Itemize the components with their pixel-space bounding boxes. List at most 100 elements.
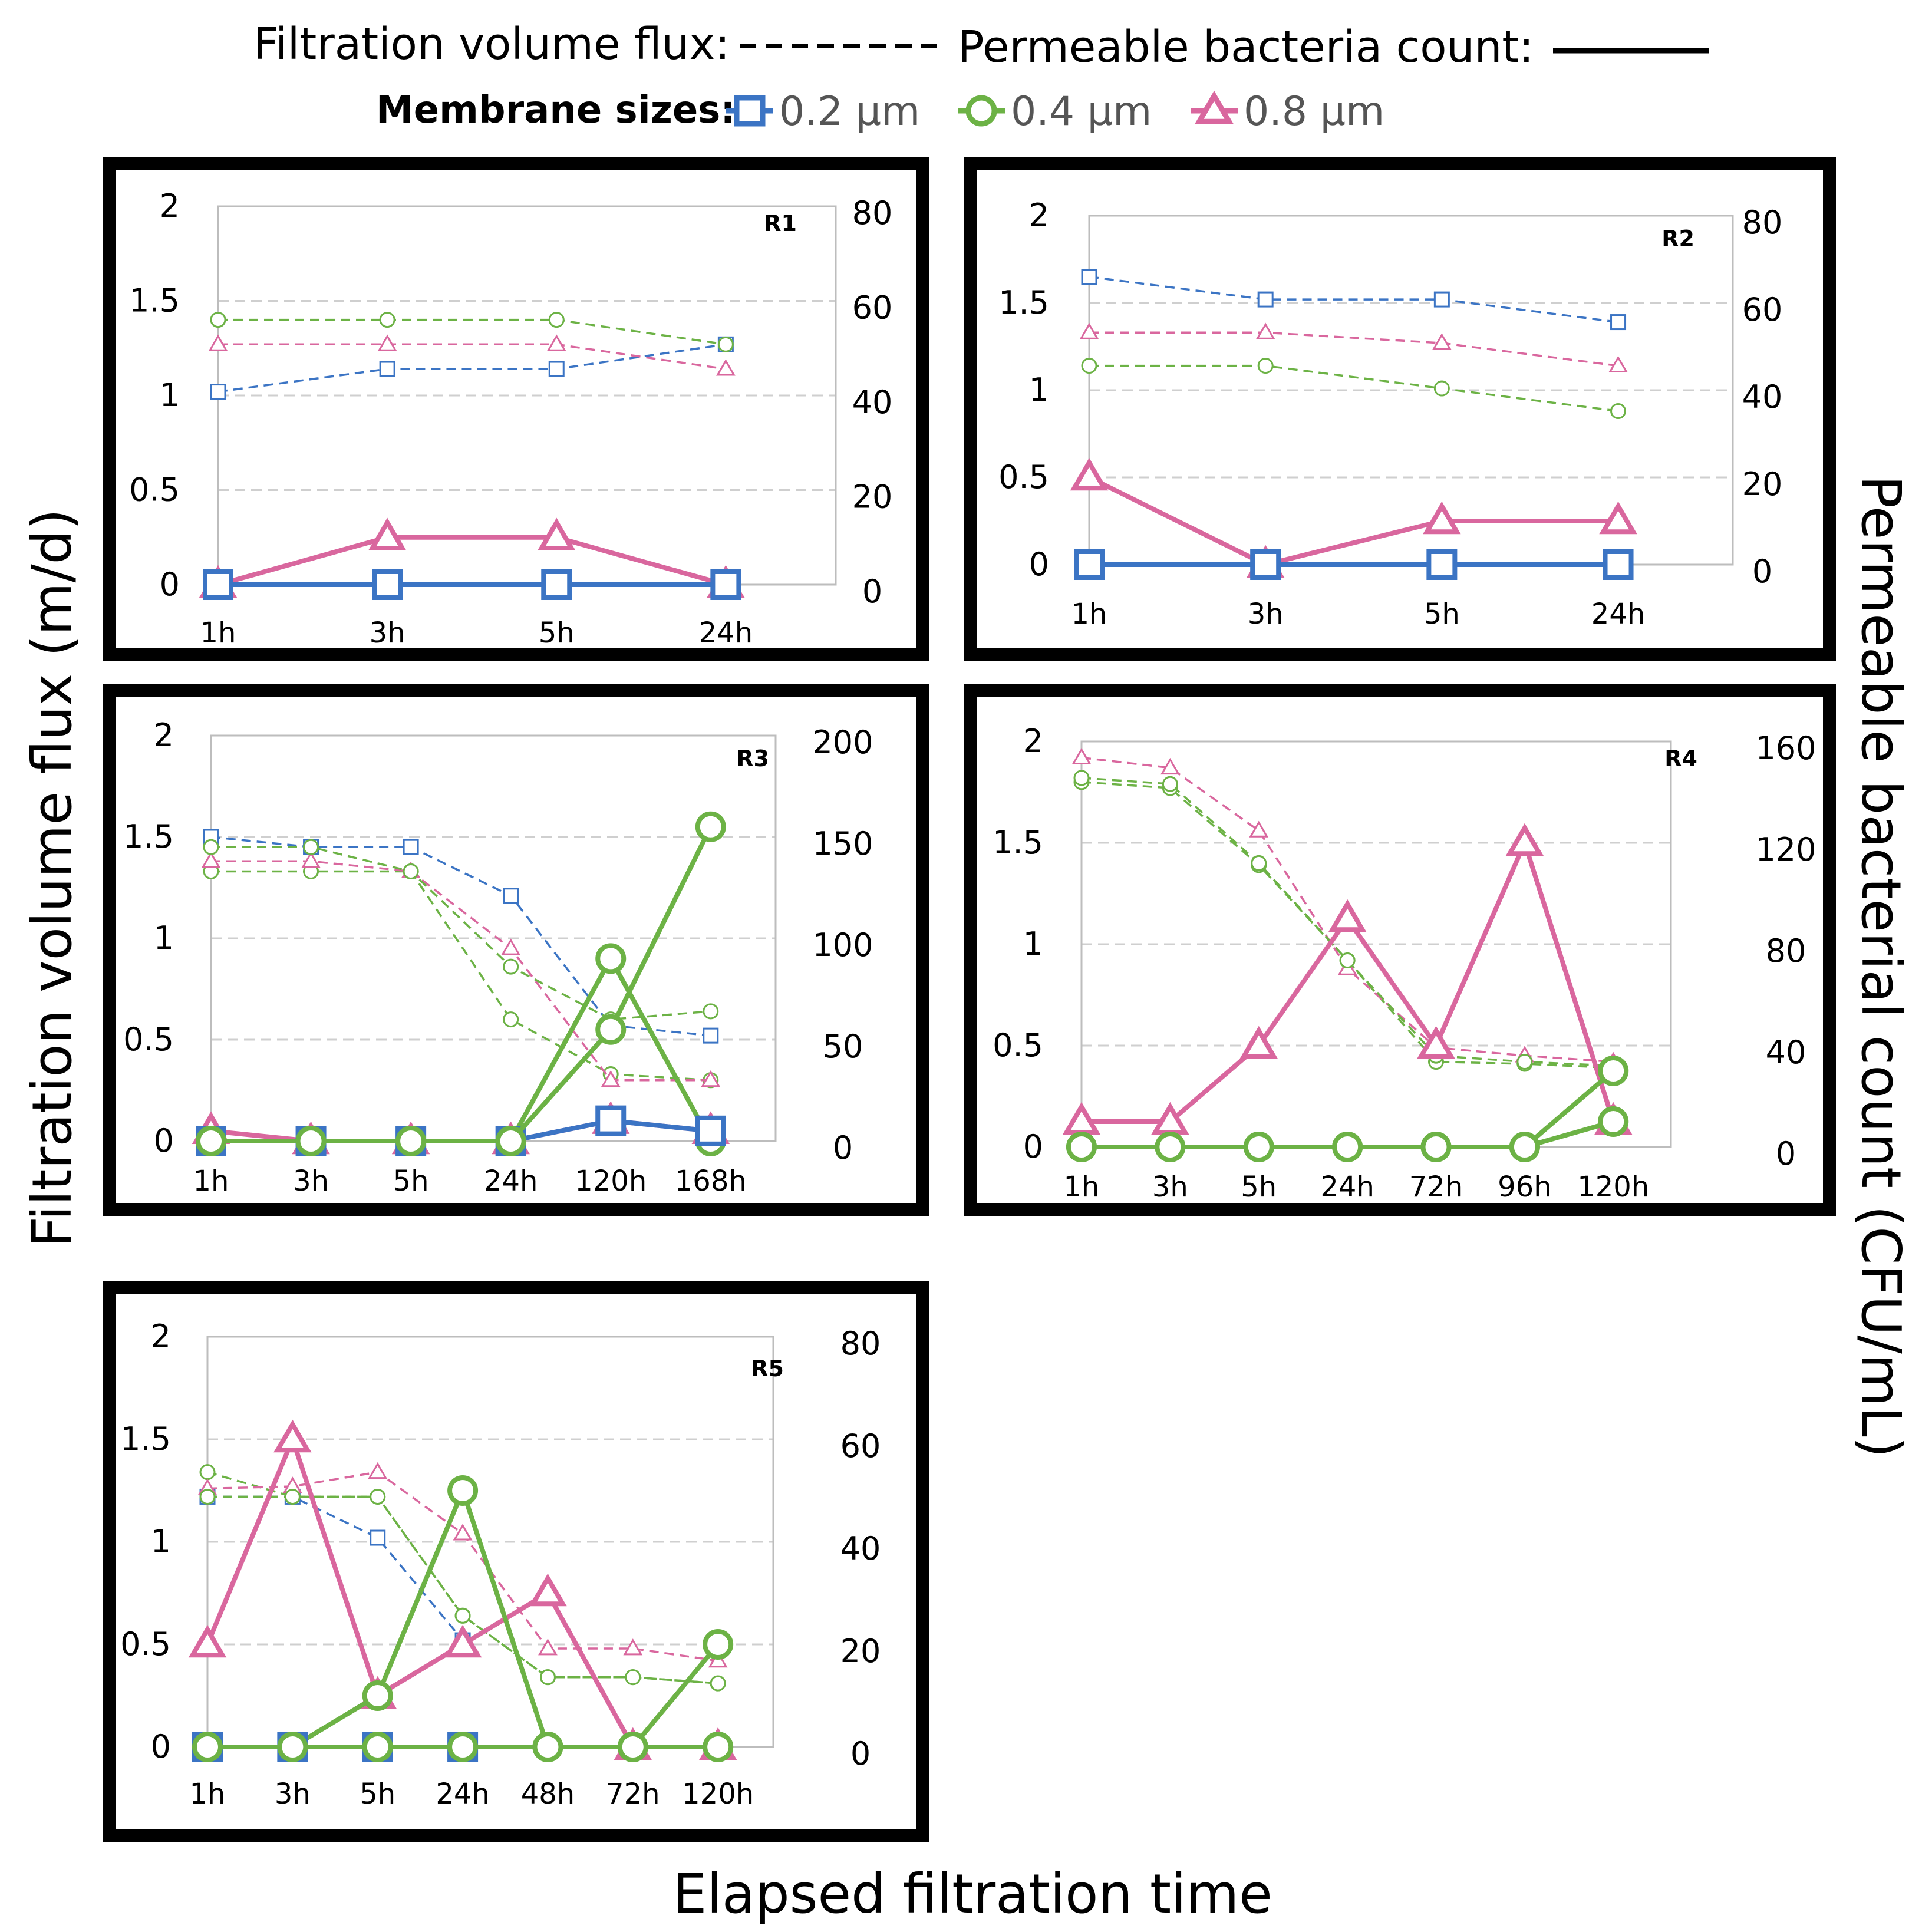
circle-marker-icon	[965, 95, 997, 127]
legend-sizes: 0.2 µm 0.4 µm 0.8 µm	[726, 88, 1384, 135]
flux-point	[623, 1638, 643, 1656]
count-point	[1598, 1056, 1629, 1086]
y2-tick-label: 80	[1742, 204, 1783, 241]
flux-point	[284, 1488, 301, 1505]
flux-point	[1079, 322, 1099, 339]
flux-series-08	[208, 334, 736, 376]
y2-tick-label: 60	[840, 1427, 881, 1465]
y2-tick-label: 60	[852, 289, 893, 327]
flux-point	[701, 1070, 721, 1087]
series-line	[217, 343, 726, 393]
x-tick-label: 72h	[606, 1778, 660, 1811]
flux-point	[454, 1607, 471, 1624]
y2-tick-label: 0	[1752, 553, 1772, 590]
panel-border	[964, 157, 1836, 661]
count-point	[277, 1732, 308, 1762]
legend-item-02: 0.2 µm	[726, 88, 920, 135]
flux-point	[1081, 269, 1097, 285]
count-point	[495, 1126, 526, 1156]
y-axis-title-right: Permeable bacterial count (CFU/mL)	[1849, 476, 1913, 1458]
x-axis-title: Elapsed filtration time	[672, 1862, 1272, 1926]
x-tick-label: 3h	[370, 616, 405, 650]
count-point	[541, 569, 572, 600]
flux-point	[379, 312, 395, 328]
legend-flux-label: Filtration volume flux:	[253, 19, 730, 70]
y-tick-label: 0.5	[123, 1021, 174, 1058]
count-point	[537, 517, 576, 550]
flux-point	[208, 334, 228, 351]
y-tick-label: 1.5	[998, 284, 1049, 321]
count-point	[1074, 549, 1105, 580]
flux-point	[1516, 1054, 1533, 1070]
y2-tick-label: 40	[1766, 1034, 1806, 1071]
x-tick-label: 24h	[1591, 598, 1646, 631]
count-point	[447, 1475, 479, 1506]
x-tick-label: 24h	[699, 616, 753, 650]
series-line	[218, 318, 726, 346]
y-tick-label: 0	[151, 1728, 171, 1765]
flux-series-04	[1081, 358, 1627, 420]
flux-point	[601, 1070, 621, 1087]
legend-item-08: 0.8 µm	[1191, 88, 1384, 135]
x-tick-label: 1h	[190, 1778, 226, 1811]
flux-point	[370, 1488, 386, 1505]
y-tick-label: 1	[151, 1523, 171, 1560]
flux-point	[199, 1488, 216, 1505]
x-tick-label: 3h	[1152, 1171, 1188, 1204]
series-line	[1089, 331, 1618, 367]
flux-point	[625, 1669, 641, 1686]
x-tick-label: 1h	[1064, 1171, 1100, 1204]
count-point	[1066, 1132, 1097, 1162]
flux-point	[501, 938, 521, 955]
y-tick-label: 1.5	[993, 824, 1043, 861]
flux-point	[377, 334, 397, 351]
series-line	[1088, 475, 1618, 568]
y-tick-label: 1	[1029, 371, 1049, 408]
y2-tick-label: 80	[852, 194, 893, 232]
flux-point	[1249, 820, 1269, 838]
count-point	[1420, 1132, 1452, 1162]
x-tick-label: 5h	[1241, 1171, 1277, 1204]
flux-point	[453, 1524, 473, 1541]
panel-title: R3	[736, 746, 769, 772]
count-point	[703, 1732, 734, 1762]
legend: Filtration volume flux: Permeable bacter…	[253, 19, 1709, 135]
flux-series-08	[1079, 322, 1628, 372]
y2-tick-label: 50	[823, 1028, 863, 1065]
count-point	[710, 569, 741, 600]
y2-tick-label: 60	[1742, 291, 1783, 328]
flux-point	[1073, 770, 1090, 786]
count-point	[368, 517, 407, 550]
flux-point	[210, 312, 226, 328]
y2-tick-label: 160	[1755, 730, 1816, 767]
x-tick-label: 120h	[682, 1778, 754, 1811]
y-tick-label: 1.5	[129, 282, 180, 319]
y-tick-label: 2	[1029, 197, 1049, 234]
count-point	[529, 1573, 567, 1607]
count-point	[695, 1115, 726, 1146]
count-point	[1509, 1132, 1540, 1162]
series-line	[218, 343, 726, 370]
series-line	[210, 836, 711, 1037]
count-point	[1332, 1132, 1363, 1162]
x-tick-label: 3h	[293, 1165, 329, 1198]
y2-tick-label: 150	[812, 825, 873, 862]
x-tick-label: 120h	[575, 1165, 647, 1198]
count-point	[595, 1105, 627, 1136]
panel-title: R1	[764, 210, 797, 236]
x-tick-label: 5h	[393, 1165, 429, 1198]
count-point	[1426, 549, 1458, 580]
x-tick-label: 24h	[436, 1778, 490, 1811]
y2-tick-label: 40	[852, 384, 893, 421]
count-point	[188, 1624, 227, 1658]
y-tick-label: 2	[151, 1318, 171, 1355]
count-point	[1417, 1026, 1455, 1059]
x-tick-label: 1h	[1071, 598, 1107, 631]
y-tick-label: 2	[1023, 723, 1043, 760]
x-tick-label: 3h	[275, 1778, 311, 1811]
x-tick-label: 1h	[193, 1165, 229, 1198]
legend-count-label: Permeable bacteria count:	[958, 22, 1534, 72]
y-tick-label: 0	[1029, 546, 1049, 583]
